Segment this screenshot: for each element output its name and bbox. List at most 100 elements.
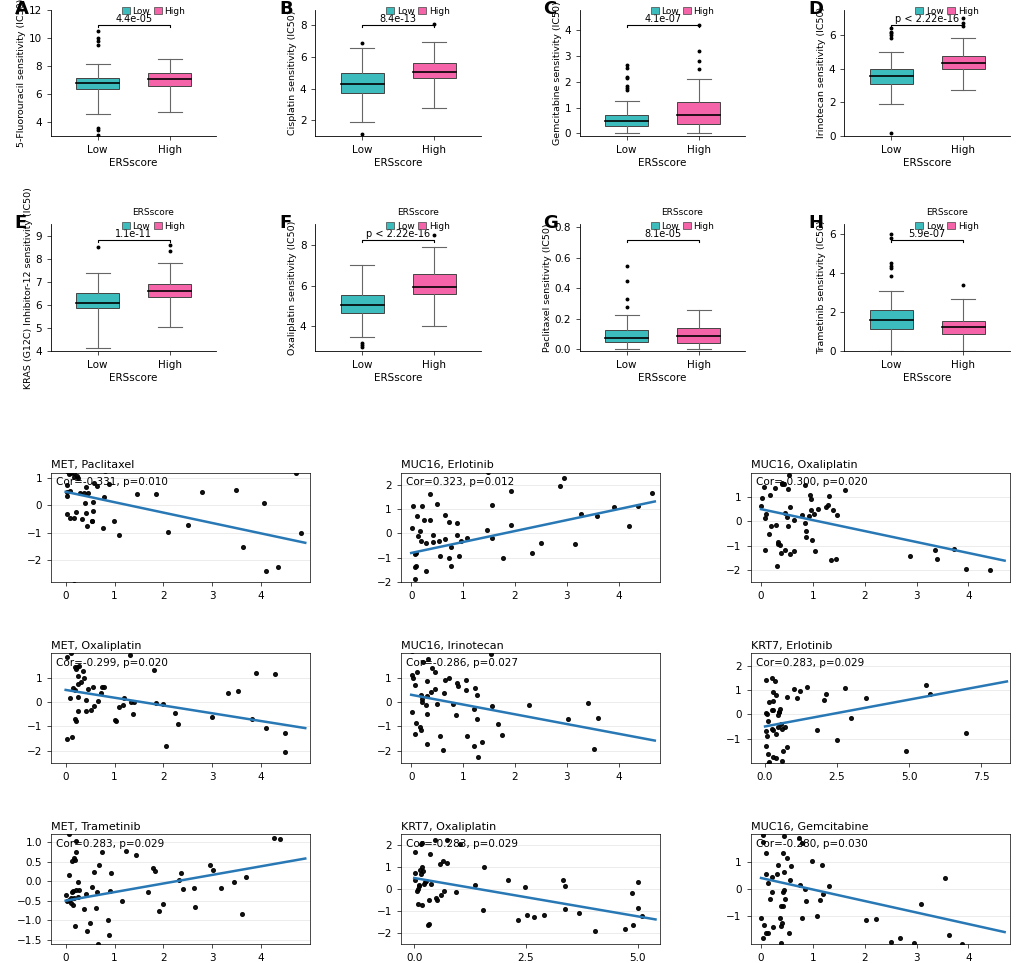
Point	[420, 770, 436, 786]
Point	[769, 458, 786, 474]
Point	[59, 894, 75, 909]
Point	[474, 735, 490, 750]
Point	[761, 762, 777, 777]
Point	[77, 480, 94, 495]
Point	[421, 917, 437, 932]
Point	[785, 512, 801, 528]
Point	[258, 720, 274, 736]
Point	[755, 799, 771, 815]
Point	[219, 686, 235, 701]
Point	[806, 543, 822, 559]
Point	[559, 711, 576, 726]
Point	[779, 509, 795, 525]
Point	[808, 722, 824, 738]
Y-axis label: Cisplatin sensitivity (IC50): Cisplatin sensitivity (IC50)	[287, 11, 297, 135]
Point	[957, 561, 973, 577]
Text: 8.1e-05: 8.1e-05	[643, 228, 681, 239]
Text: Cor=0.283, p=0.029: Cor=0.283, p=0.029	[755, 658, 863, 667]
Point	[417, 874, 433, 890]
Point	[798, 529, 814, 544]
Point	[408, 716, 424, 731]
Point	[487, 951, 503, 963]
Point	[768, 559, 785, 574]
Point	[427, 664, 443, 680]
Point	[248, 665, 264, 681]
Point	[774, 743, 791, 759]
Point	[791, 684, 807, 699]
Text: MUC16, Oxaliplatin: MUC16, Oxaliplatin	[750, 460, 856, 471]
Point	[518, 907, 534, 923]
Point	[469, 599, 485, 614]
Point	[474, 902, 490, 918]
Point	[763, 702, 780, 717]
Point	[213, 880, 229, 896]
X-axis label: ERSscore: ERSscore	[902, 373, 951, 382]
Point	[418, 673, 434, 689]
Point	[917, 677, 933, 692]
Point	[502, 483, 519, 499]
Point	[755, 480, 771, 495]
Point	[763, 884, 780, 899]
Point	[758, 707, 774, 722]
Legend: Low, High: Low, High	[119, 206, 187, 232]
Point	[803, 853, 819, 869]
Point	[69, 471, 86, 486]
Text: p < 2.22e-16: p < 2.22e-16	[895, 13, 958, 24]
Point	[768, 719, 785, 735]
Point	[59, 438, 75, 454]
Point	[811, 893, 827, 908]
Point	[66, 465, 83, 481]
Point	[415, 876, 431, 892]
Bar	[148, 73, 191, 86]
Point	[297, 814, 313, 829]
Legend: Low, High: Low, High	[912, 0, 980, 17]
Point	[411, 877, 427, 893]
Point	[237, 869, 254, 884]
Point	[480, 464, 496, 480]
Point	[423, 661, 439, 676]
Point	[776, 506, 793, 521]
Point	[276, 725, 292, 741]
Point	[791, 877, 807, 893]
Point	[555, 471, 572, 486]
Point	[103, 865, 119, 880]
Point	[404, 520, 420, 535]
Point	[757, 506, 773, 521]
Point	[78, 924, 95, 939]
Point	[121, 766, 138, 781]
Point	[439, 855, 455, 871]
Point	[812, 857, 828, 872]
Point	[84, 513, 100, 529]
Point	[573, 507, 589, 522]
Point	[412, 862, 428, 877]
Point	[407, 872, 423, 887]
Point	[940, 927, 956, 943]
Point	[482, 646, 498, 662]
Point	[93, 685, 109, 700]
Point	[467, 877, 483, 893]
Point	[147, 863, 163, 878]
Point	[233, 906, 250, 922]
Legend: Low, High: Low, High	[648, 206, 715, 232]
Text: 5.9e-07: 5.9e-07	[908, 228, 945, 239]
Point	[447, 708, 464, 723]
Point	[567, 536, 583, 552]
Point	[757, 739, 773, 754]
Point	[173, 866, 190, 881]
Point	[106, 513, 122, 529]
Point	[643, 485, 659, 501]
Point	[128, 486, 145, 502]
Point	[411, 878, 427, 894]
Point	[75, 901, 92, 917]
Point	[755, 918, 771, 933]
Point	[76, 485, 93, 501]
Point	[502, 517, 519, 533]
Text: 1.1e-11: 1.1e-11	[115, 228, 152, 239]
Point	[271, 831, 287, 846]
Point	[67, 918, 84, 933]
Bar	[412, 63, 455, 78]
Point	[629, 499, 645, 514]
Point	[158, 739, 174, 754]
Bar	[604, 115, 648, 126]
Point	[61, 893, 77, 908]
